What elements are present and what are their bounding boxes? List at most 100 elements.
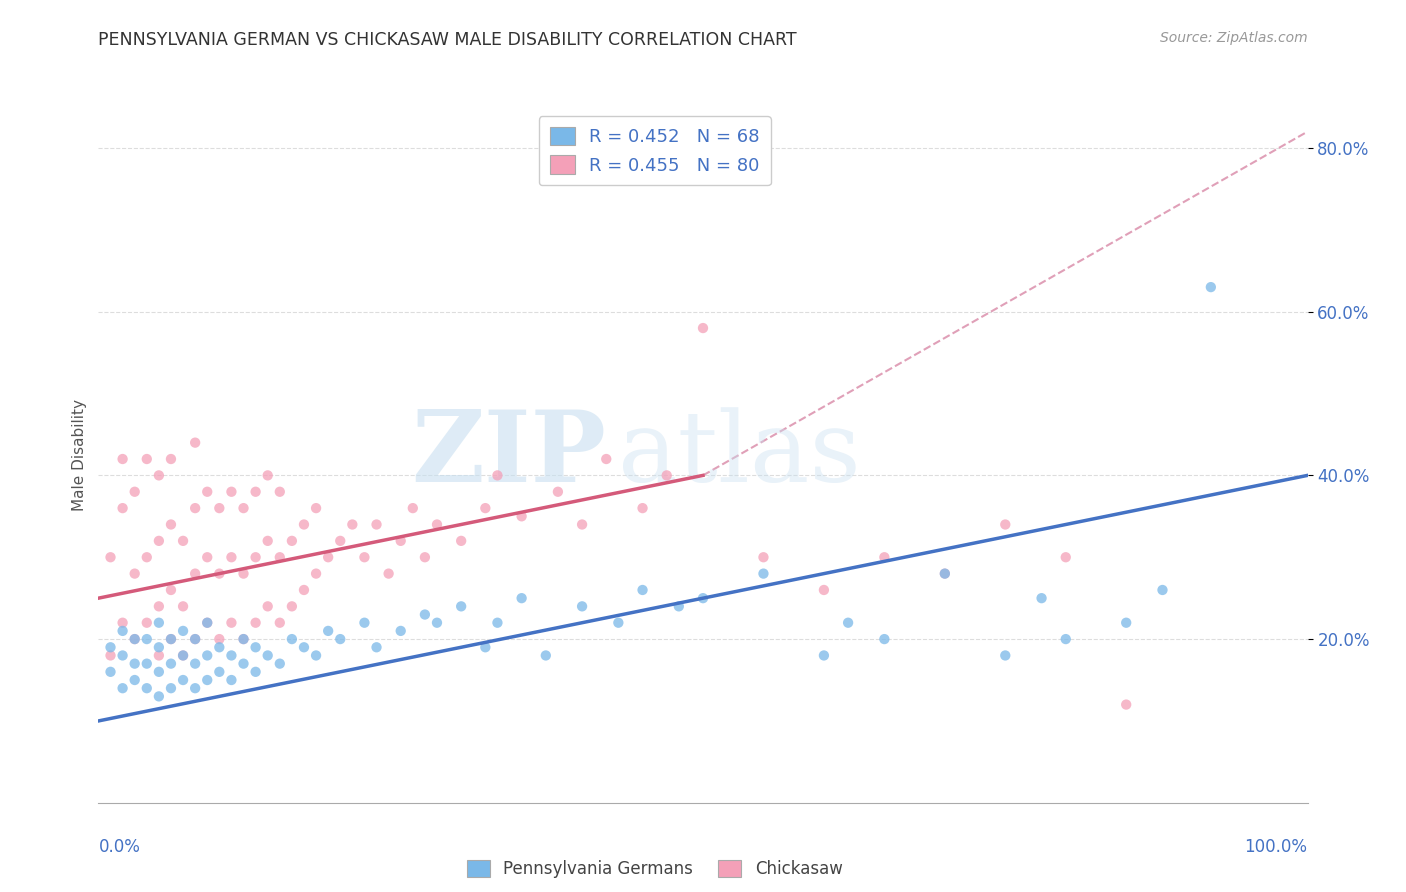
Point — [135, 681, 157, 696]
Point — [316, 550, 339, 565]
Point — [184, 501, 207, 516]
Point — [124, 566, 146, 581]
Point — [426, 517, 449, 532]
Point — [486, 468, 509, 483]
Point — [195, 673, 218, 687]
Point — [813, 648, 835, 663]
Point — [221, 615, 243, 630]
Point — [668, 599, 690, 614]
Point — [208, 632, 231, 646]
Point — [994, 517, 1017, 532]
Point — [245, 640, 267, 655]
Point — [195, 648, 218, 663]
Point — [111, 681, 134, 696]
Text: atlas: atlas — [619, 407, 860, 503]
Point — [692, 591, 714, 606]
Point — [1031, 591, 1053, 606]
Point — [269, 615, 291, 630]
Point — [607, 615, 630, 630]
Point — [172, 599, 194, 614]
Point — [195, 615, 218, 630]
Point — [752, 566, 775, 581]
Point — [221, 648, 243, 663]
Point — [571, 599, 593, 614]
Point — [281, 599, 304, 614]
Point — [873, 632, 896, 646]
Point — [292, 640, 315, 655]
Point — [269, 484, 291, 499]
Point — [172, 648, 194, 663]
Point — [221, 484, 243, 499]
Point — [160, 582, 183, 597]
Point — [813, 582, 835, 597]
Point — [329, 632, 352, 646]
Point — [269, 657, 291, 671]
Point — [305, 566, 328, 581]
Point — [184, 681, 207, 696]
Point — [292, 582, 315, 597]
Point — [160, 681, 183, 696]
Point — [184, 435, 207, 450]
Point — [934, 566, 956, 581]
Point — [934, 566, 956, 581]
Point — [631, 582, 654, 597]
Point — [1115, 698, 1137, 712]
Point — [184, 632, 207, 646]
Point — [389, 624, 412, 638]
Point — [316, 624, 339, 638]
Point — [256, 468, 278, 483]
Point — [160, 452, 183, 467]
Point — [148, 648, 170, 663]
Point — [148, 690, 170, 704]
Point — [305, 501, 328, 516]
Point — [135, 657, 157, 671]
Point — [1115, 615, 1137, 630]
Point — [595, 452, 617, 467]
Point — [148, 640, 170, 655]
Point — [148, 665, 170, 679]
Point — [232, 657, 254, 671]
Point — [281, 533, 304, 548]
Point — [148, 533, 170, 548]
Point — [135, 452, 157, 467]
Text: ZIP: ZIP — [412, 407, 606, 503]
Point — [256, 648, 278, 663]
Text: 100.0%: 100.0% — [1244, 838, 1308, 856]
Point — [124, 657, 146, 671]
Point — [208, 566, 231, 581]
Point — [148, 599, 170, 614]
Point — [534, 648, 557, 663]
Point — [111, 648, 134, 663]
Point — [160, 517, 183, 532]
Point — [413, 607, 436, 622]
Point — [221, 550, 243, 565]
Point — [353, 615, 375, 630]
Text: 0.0%: 0.0% — [98, 838, 141, 856]
Point — [195, 550, 218, 565]
Point — [135, 632, 157, 646]
Point — [184, 657, 207, 671]
Point — [100, 640, 122, 655]
Point — [148, 615, 170, 630]
Point — [510, 509, 533, 524]
Point — [208, 501, 231, 516]
Point — [172, 673, 194, 687]
Point — [752, 550, 775, 565]
Point — [269, 550, 291, 565]
Point — [353, 550, 375, 565]
Text: Source: ZipAtlas.com: Source: ZipAtlas.com — [1160, 31, 1308, 45]
Point — [281, 632, 304, 646]
Point — [305, 648, 328, 663]
Point — [100, 665, 122, 679]
Point — [100, 648, 122, 663]
Point — [111, 501, 134, 516]
Y-axis label: Male Disability: Male Disability — [72, 399, 87, 511]
Point — [124, 673, 146, 687]
Point — [873, 550, 896, 565]
Point — [377, 566, 399, 581]
Text: PENNSYLVANIA GERMAN VS CHICKASAW MALE DISABILITY CORRELATION CHART: PENNSYLVANIA GERMAN VS CHICKASAW MALE DI… — [98, 31, 797, 49]
Point — [413, 550, 436, 565]
Point — [245, 665, 267, 679]
Point — [124, 484, 146, 499]
Point — [124, 632, 146, 646]
